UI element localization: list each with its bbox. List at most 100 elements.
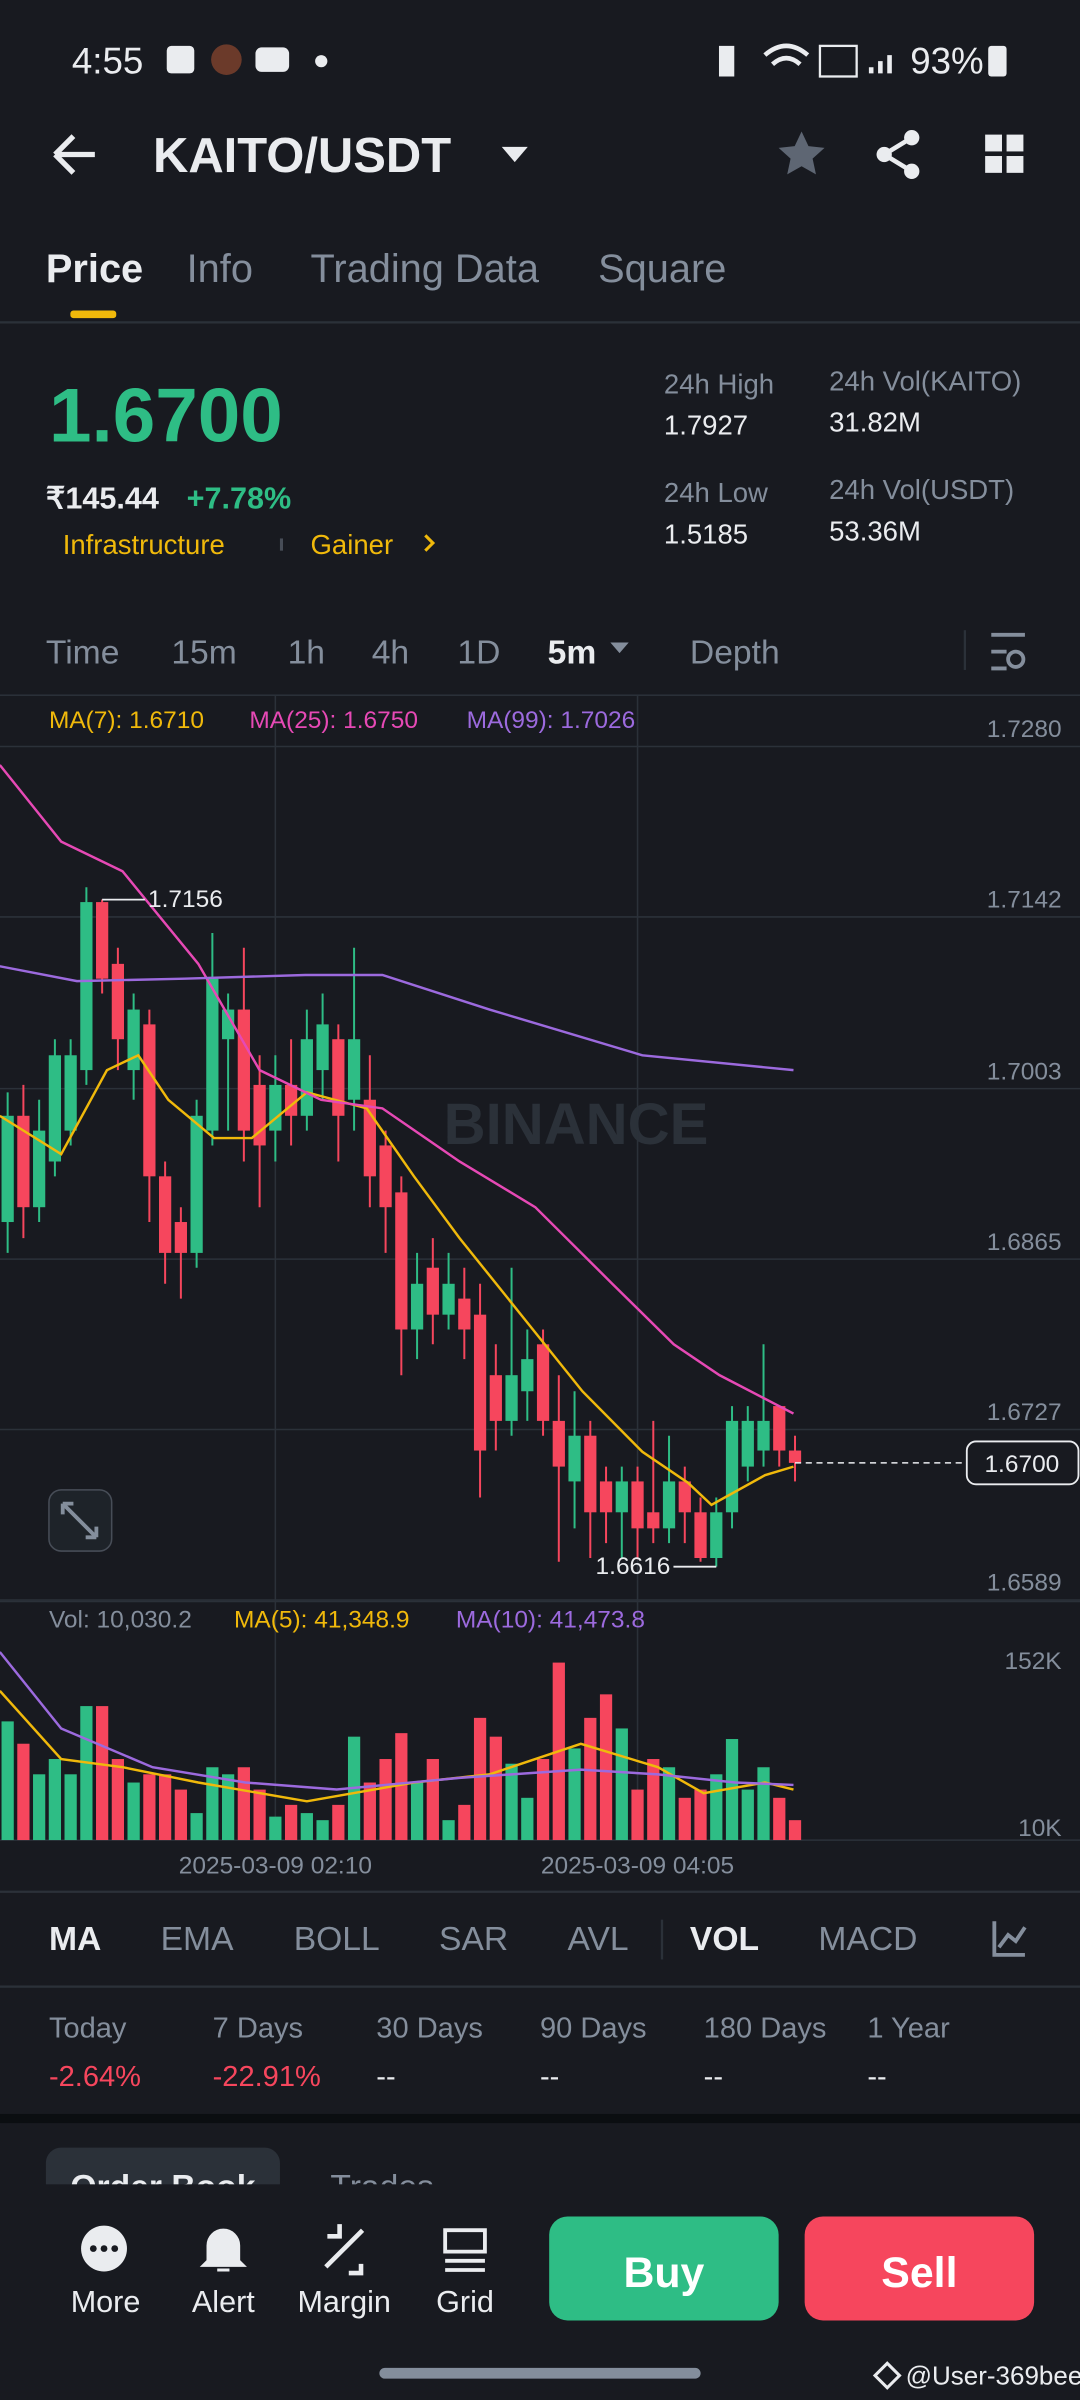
interval[interactable]: 5m: [548, 635, 597, 672]
indicator[interactable]: EMA: [161, 1921, 234, 1958]
chart: BINANCE 1.7280 1.7142 1.7003 1.6865 1.6727 1.6…: [0, 695, 1080, 1880]
share-button[interactable]: [876, 130, 920, 179]
candle-body: [473, 1314, 487, 1451]
divider: [963, 630, 967, 670]
legend-item: MA(7): 1.6710: [49, 707, 204, 734]
ma-line: [0, 1053, 794, 1507]
performance: Today -2.64% 7 Days -22.91% 30 Days -- 90 Days…: [49, 2012, 950, 2093]
mute-icon: [718, 45, 735, 77]
volume-bar: [80, 1706, 93, 1841]
divider: [0, 2113, 1080, 2124]
tab[interactable]: Trading Data: [311, 247, 540, 291]
candle-body: [489, 1375, 502, 1421]
back-button[interactable]: [53, 134, 95, 175]
volume-bar: [442, 1820, 455, 1841]
buy-button[interactable]: [549, 2216, 779, 2321]
indicator[interactable]: BOLL: [294, 1921, 380, 1958]
candle-body: [631, 1481, 644, 1529]
status-time: 4:55: [72, 41, 143, 82]
volume-bar: [647, 1759, 660, 1841]
menu-button[interactable]: [985, 134, 1024, 173]
volume-bar: [316, 1820, 329, 1841]
period-value: --: [540, 2061, 559, 2093]
expand-button[interactable]: [48, 1489, 113, 1552]
candle-body: [221, 1009, 235, 1040]
volume-bar: [678, 1797, 691, 1841]
volume-legend: Vol: 10,030.2: [49, 1606, 192, 1633]
last-price: 1.6700: [49, 374, 283, 459]
volume-bar: [253, 1789, 266, 1841]
candle-body: [96, 902, 109, 979]
candle-body: [458, 1298, 471, 1330]
stat-value: 53.36M: [829, 515, 921, 546]
period-value: -2.64%: [49, 2061, 141, 2093]
volume-bar: [221, 1774, 235, 1841]
indicator[interactable]: AVL: [568, 1921, 629, 1958]
tab-indicator: [70, 310, 117, 319]
volume-bar: [143, 1774, 156, 1841]
volume-bar: [237, 1767, 250, 1841]
candle-body: [773, 1406, 786, 1451]
candle-body: [33, 1130, 46, 1208]
candle-body: [505, 1375, 518, 1421]
candle-body: [1, 1115, 14, 1223]
favorite-button[interactable]: [778, 131, 825, 175]
watermark-icon: [872, 2361, 902, 2390]
candle-body: [347, 1039, 361, 1100]
volume-bar: [568, 1748, 581, 1841]
bottom-item[interactable]: Grid: [436, 2285, 494, 2319]
volume-bar: [615, 1728, 628, 1841]
tag[interactable]: Infrastructure: [63, 529, 225, 560]
interval[interactable]: Time: [46, 635, 120, 672]
period-label: 1 Year: [867, 2012, 950, 2044]
stat-label: 24h Vol(USDT): [829, 474, 1014, 505]
interval[interactable]: Depth: [690, 635, 780, 672]
buy-label[interactable]: Buy: [623, 2249, 704, 2297]
indicator[interactable]: MACD: [818, 1921, 917, 1958]
bottom-item[interactable]: More: [71, 2285, 141, 2319]
tab[interactable]: Info: [187, 247, 253, 291]
sell-label[interactable]: Sell: [881, 2249, 957, 2297]
volume-bar: [725, 1739, 739, 1841]
indicator[interactable]: MA: [49, 1921, 101, 1958]
candle-body: [17, 1115, 30, 1208]
bottom-item[interactable]: Alert: [192, 2285, 255, 2319]
period-value: --: [704, 2061, 723, 2093]
sell-button[interactable]: [804, 2216, 1035, 2321]
volume-bar: [174, 1789, 187, 1841]
period-label: 180 Days: [704, 2012, 827, 2044]
period-value: --: [376, 2061, 395, 2093]
legend-item: MA(10): 41,473.8: [456, 1606, 645, 1633]
pair-title[interactable]: KAITO/USDT: [153, 129, 451, 183]
interval[interactable]: 4h: [372, 635, 409, 672]
volume-bar: [17, 1743, 30, 1841]
volume-bar: [332, 1804, 345, 1841]
status-icon: [166, 45, 195, 74]
interval-dropdown[interactable]: [610, 642, 629, 654]
tab[interactable]: Square: [598, 247, 726, 291]
divider: [0, 694, 1080, 696]
stat-label: 24h Low: [664, 477, 768, 508]
x-tick-label: 2025-03-09 04:05: [541, 1853, 734, 1880]
indicator-settings[interactable]: [992, 1921, 1027, 1957]
volume-bar: [505, 1763, 518, 1841]
candle-body: [426, 1267, 439, 1315]
grid-icon: [443, 2228, 487, 2272]
interval[interactable]: 1h: [288, 635, 325, 672]
indicator[interactable]: SAR: [439, 1921, 508, 1958]
period-label: 90 Days: [540, 2012, 647, 2044]
bottom-item[interactable]: Margin: [297, 2285, 390, 2319]
indicator[interactable]: VOL: [690, 1921, 759, 1958]
user-watermark: @User-369bee: [906, 2361, 1080, 2391]
interval[interactable]: 15m: [171, 635, 236, 672]
interval[interactable]: 1D: [457, 635, 500, 672]
tab[interactable]: Price: [46, 247, 143, 291]
pair-dropdown[interactable]: [501, 146, 528, 163]
tag[interactable]: Gainer: [311, 529, 394, 560]
chart-settings-button[interactable]: [991, 632, 1026, 671]
period-value: --: [867, 2061, 886, 2093]
candle-body: [80, 902, 93, 1071]
wifi-icon: [763, 43, 810, 67]
